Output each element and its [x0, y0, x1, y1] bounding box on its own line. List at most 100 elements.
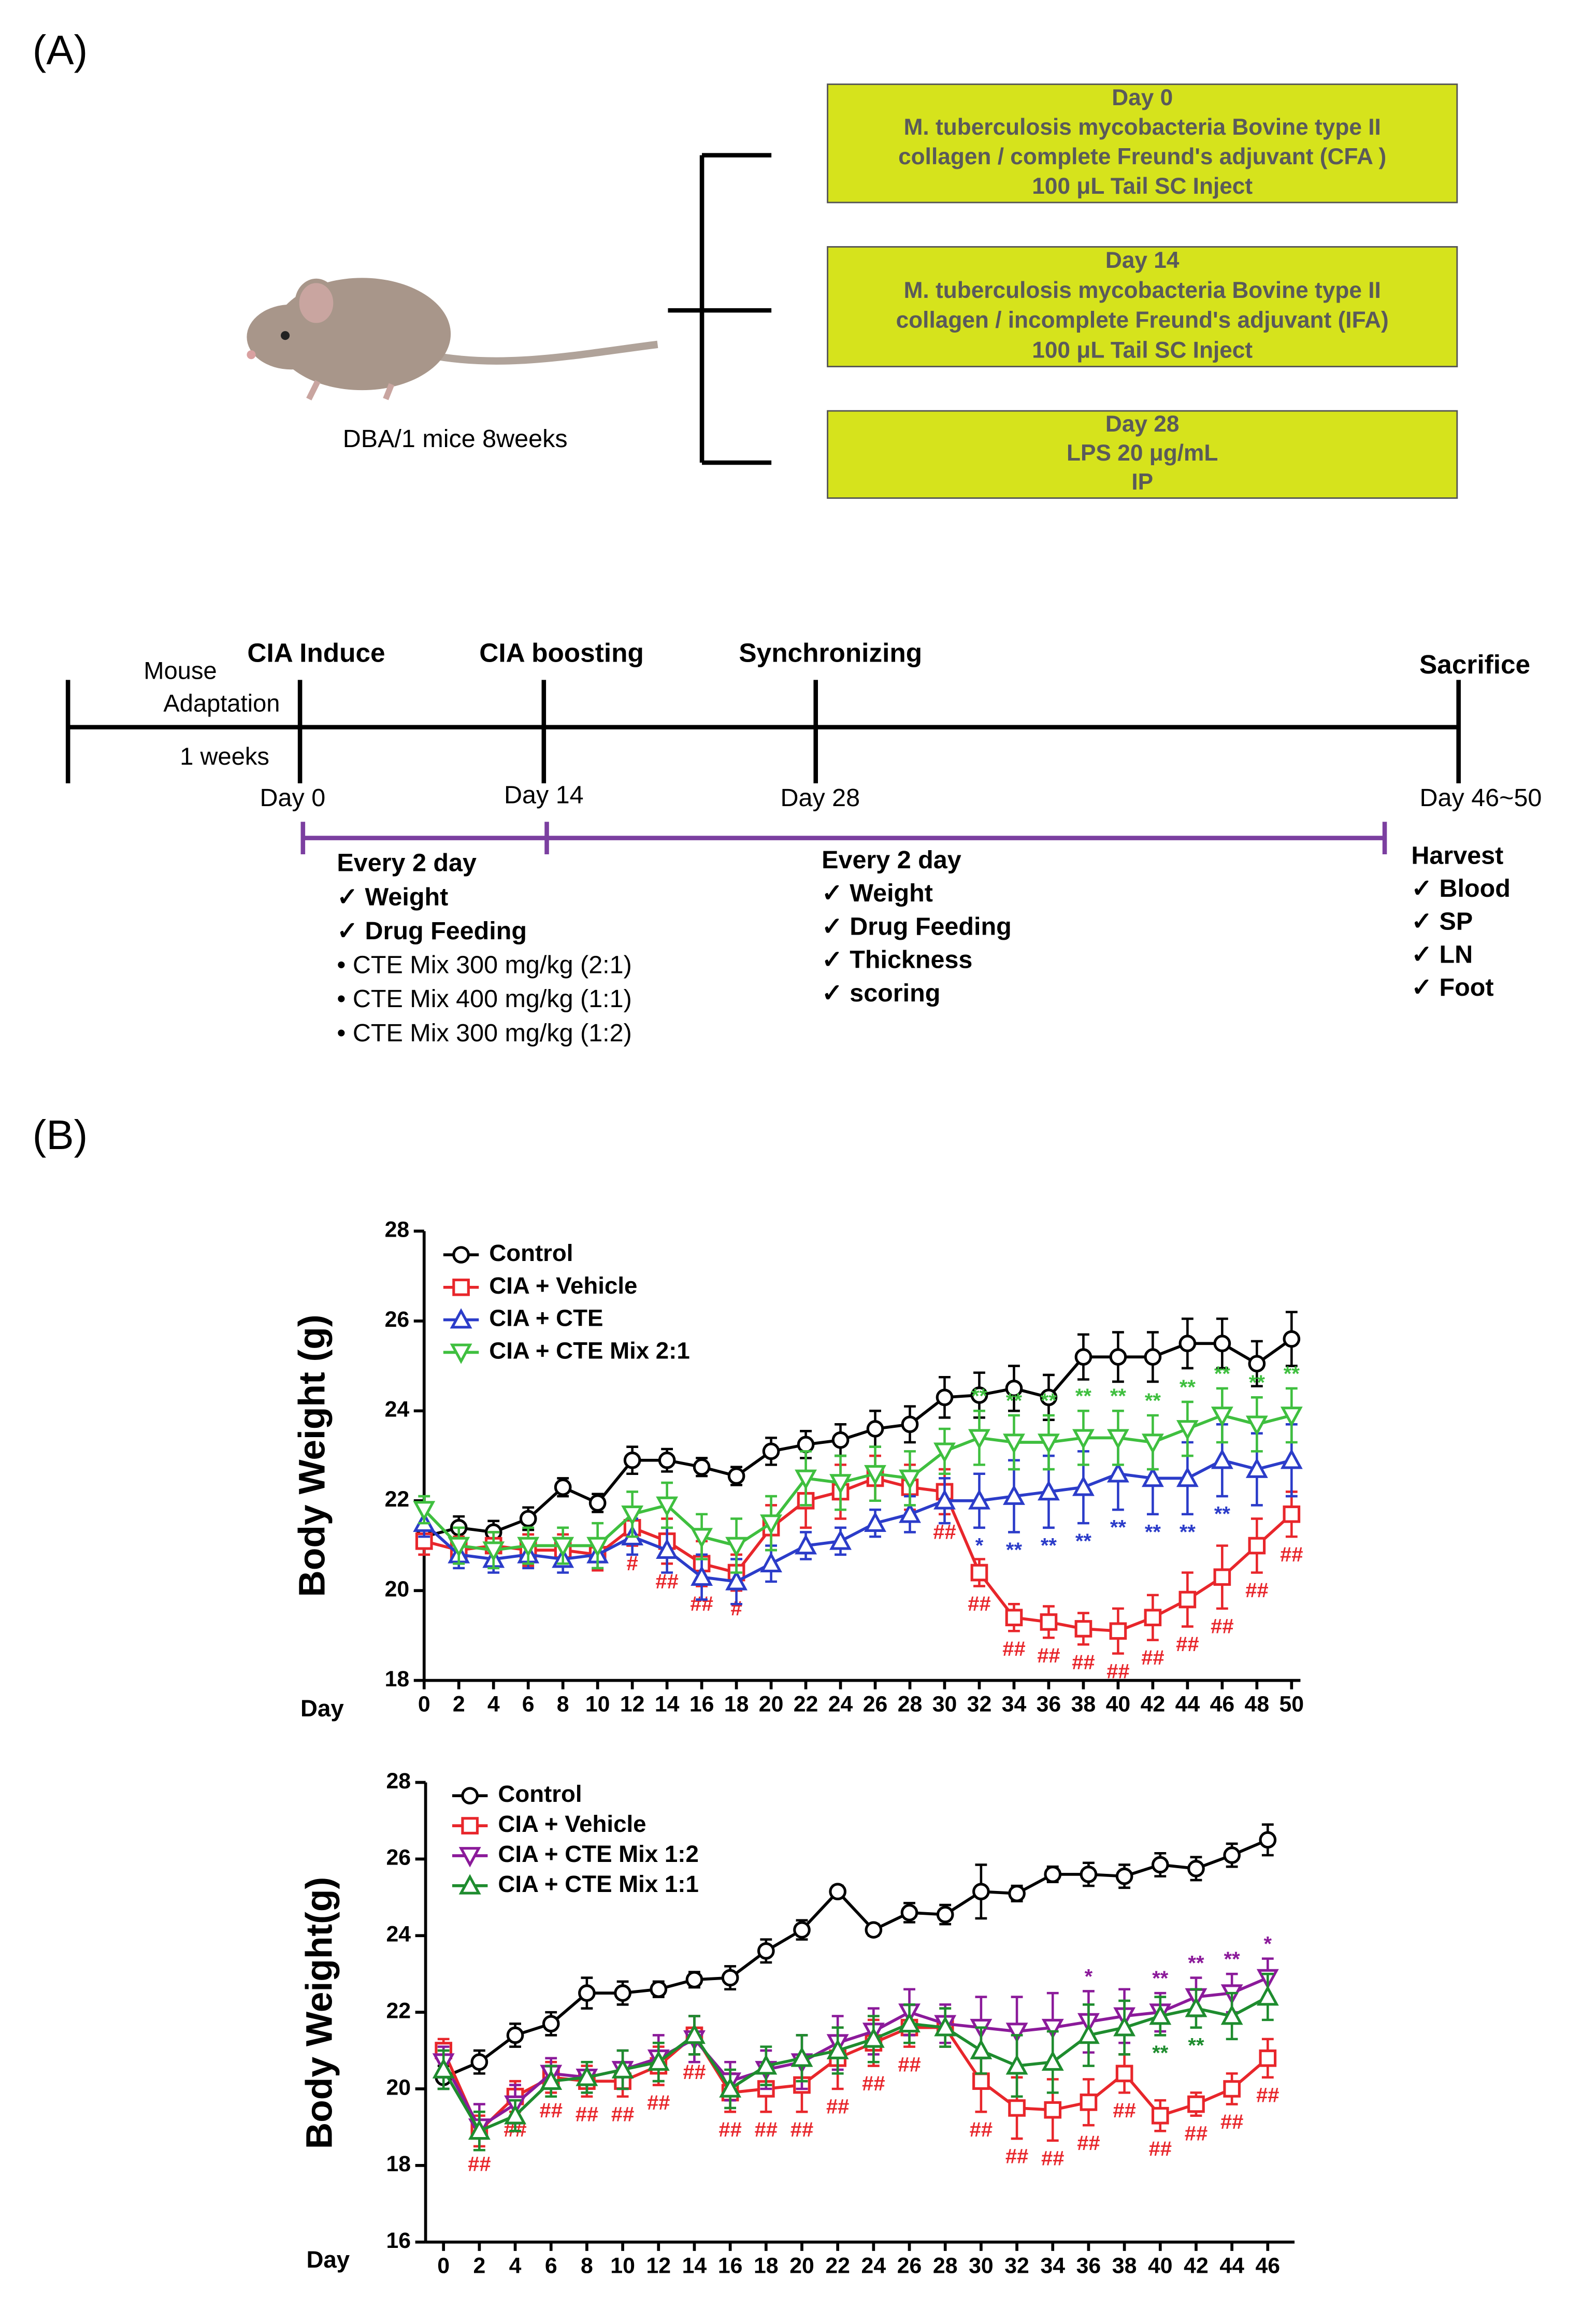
significance-mark: ## — [1185, 2122, 1207, 2145]
data-point — [650, 1980, 668, 1998]
protocol-text: LPS 20 μg/mL — [1067, 440, 1218, 466]
data-point — [933, 1442, 956, 1463]
data-point — [898, 2012, 921, 2033]
significance-mark: ** — [1041, 1389, 1057, 1412]
data-point — [795, 1469, 817, 1490]
significance-mark: * — [975, 1534, 984, 1557]
significance-mark: ## — [1077, 2132, 1100, 2155]
data-point — [1005, 2054, 1028, 2075]
significance-mark: ## — [1113, 2099, 1135, 2122]
data-point — [685, 1971, 703, 1989]
data-point — [866, 1420, 884, 1438]
significance-mark: ** — [1214, 1503, 1231, 1526]
data-point — [934, 2016, 957, 2037]
data-point — [727, 1467, 745, 1485]
timeline — [65, 680, 1461, 784]
x-tick-label: 24 — [828, 1691, 853, 1716]
data-point — [1003, 1433, 1025, 1454]
mouse-tail — [427, 340, 658, 365]
legend-label: CIA + CTE — [489, 1305, 603, 1331]
timeline-day: Day 14 — [504, 781, 584, 809]
y-tick-label: 18 — [385, 1667, 410, 1691]
data-point — [972, 1883, 990, 1901]
x-tick-label: 6 — [522, 1691, 535, 1716]
significance-mark: * — [1085, 1965, 1093, 1988]
data-point — [554, 1478, 572, 1496]
data-point — [721, 1969, 739, 1987]
harvest-item: ✓ SP — [1411, 908, 1473, 936]
data-point — [757, 1942, 775, 1960]
protocol-text: collagen / incomplete Freund's adjuvant … — [896, 308, 1389, 333]
data-point — [647, 2050, 670, 2071]
significance-mark: ## — [683, 2061, 706, 2084]
data-point — [968, 1489, 990, 1510]
data-point — [1008, 1885, 1026, 1902]
significance-mark: ## — [1176, 1633, 1199, 1656]
significance-mark: ## — [1141, 1646, 1164, 1669]
x-tick-label: 26 — [897, 2254, 922, 2278]
legend-marker — [461, 1817, 479, 1834]
mouse-feet — [306, 380, 395, 400]
significance-mark: ## — [790, 2118, 813, 2141]
data-point — [826, 2039, 849, 2059]
significance-mark: ## — [718, 2118, 741, 2141]
y-tick-label: 22 — [386, 1998, 411, 2023]
legend-marker — [461, 1787, 479, 1805]
significance-mark: ## — [1149, 2138, 1172, 2160]
y-tick-label: 28 — [385, 1217, 410, 1242]
x-tick-label: 8 — [557, 1691, 569, 1716]
significance-mark: * — [1264, 1932, 1272, 1955]
significance-mark: ## — [576, 2103, 598, 2126]
data-point — [864, 1511, 886, 1532]
data-point — [936, 1388, 954, 1407]
x-tick-label: 0 — [418, 1691, 430, 1716]
data-point — [1072, 1475, 1095, 1496]
mouse-ear — [295, 278, 338, 327]
data-point — [1115, 2065, 1133, 2083]
significance-mark: ** — [1041, 1534, 1057, 1557]
series-line — [442, 1996, 1269, 2133]
significance-mark: ## — [1280, 1543, 1303, 1566]
timeline-event: CIA Induce — [247, 638, 385, 667]
x-axis-label: Day — [306, 2246, 350, 2273]
phase-item: ✓ Drug Feeding — [337, 917, 527, 945]
data-point — [656, 1496, 679, 1517]
data-point — [1176, 1420, 1199, 1441]
significance-mark: ** — [1214, 1363, 1231, 1385]
data-point — [1151, 2106, 1169, 2125]
data-point — [588, 1494, 607, 1512]
data-point — [936, 1905, 954, 1924]
significance-mark: ## — [647, 2091, 670, 2114]
data-point — [693, 1458, 711, 1476]
x-tick-label: 42 — [1184, 2254, 1209, 2278]
significance-mark: ** — [1188, 1952, 1204, 1974]
panel-label: (B) — [33, 1112, 88, 1158]
significance-mark: ## — [1106, 1660, 1129, 1683]
significance-mark: ** — [1180, 1376, 1196, 1399]
protocol-text: 100 μL Tail SC Inject — [1032, 337, 1253, 363]
data-point — [1003, 1484, 1025, 1505]
protocol-text: Day 14 — [1105, 248, 1180, 273]
data-point — [519, 1510, 537, 1528]
data-point — [831, 1431, 850, 1449]
significance-mark: ** — [971, 1385, 988, 1408]
data-point — [1259, 2049, 1277, 2067]
x-tick-label: 40 — [1106, 1691, 1131, 1716]
y-axis-label: Body Weight (g) — [291, 1314, 333, 1597]
protocol-text: 100 μL Tail SC Inject — [1032, 174, 1253, 199]
data-point — [1141, 1466, 1164, 1487]
x-tick-label: 26 — [863, 1691, 888, 1716]
harvest-item: Harvest — [1411, 841, 1503, 869]
data-point — [1106, 1429, 1129, 1450]
data-point — [683, 2023, 706, 2044]
data-point — [790, 2046, 813, 2067]
x-tick-label: 22 — [825, 2254, 850, 2278]
x-tick-label: 18 — [724, 1691, 749, 1716]
x-tick-label: 14 — [682, 2254, 707, 2278]
mouse-caption: DBA/1 mice 8weeks — [343, 425, 568, 453]
data-point — [1080, 1866, 1098, 1883]
phase-item: ✓ Thickness — [822, 946, 972, 974]
